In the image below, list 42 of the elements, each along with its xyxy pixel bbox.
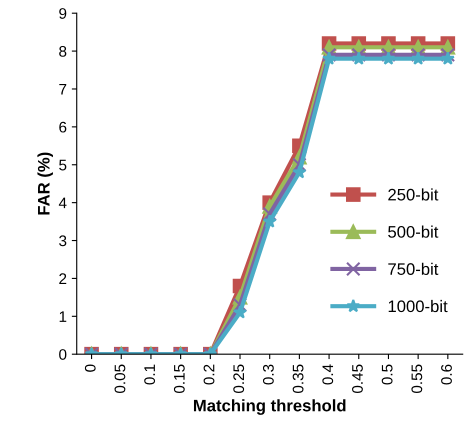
legend-label: 500-bit [388,226,438,238]
point [410,48,426,62]
x-tick-label: 0.5 [382,364,393,385]
y-tick-label: 0 [59,349,66,360]
x-tick-label: 0.05 [114,364,126,394]
point [351,48,366,62]
y-tick-label: 5 [59,160,66,170]
y-tick-label: 1 [60,311,66,322]
legend-label: 750-bit [388,262,438,275]
point [292,157,307,172]
x-tick-label: 0.45 [352,364,363,394]
legend-label: 1000-bit [388,300,448,312]
y-tick-label: 7 [59,84,66,95]
x-tick-label: 0.1 [144,364,156,385]
x-tick-label: 0.4 [322,364,334,385]
point [381,51,396,65]
x-axis-title: Matching threshold [194,399,346,415]
point [381,48,396,62]
x-tick-label: 0.55 [411,364,422,394]
legend-label: 250-bit [388,188,438,201]
x-tick-label: 0 [84,364,96,372]
y-tick-label: 9 [59,8,66,19]
point [262,214,277,228]
x-tick-label: 0.15 [174,364,185,394]
x-tick-label: 0.6 [441,364,452,385]
y-tick-label: 6 [59,122,66,133]
y-axis-title: FAR (%) [37,152,53,215]
y-tick-label: 2 [59,273,66,284]
y-tick-label: 8 [59,46,66,57]
point [292,165,306,178]
point [440,48,456,62]
x-tick-label: 0.3 [262,364,274,385]
point [322,48,336,62]
x-tick-label: 0.35 [292,364,304,394]
x-tick-label: 0.2 [204,364,214,385]
point [411,51,426,65]
point [440,51,455,65]
y-tick-label: 3 [59,235,66,246]
point [352,51,366,65]
point [322,51,336,65]
x-tick-label: 0.25 [233,364,244,394]
y-tick-label: 4 [58,198,67,208]
